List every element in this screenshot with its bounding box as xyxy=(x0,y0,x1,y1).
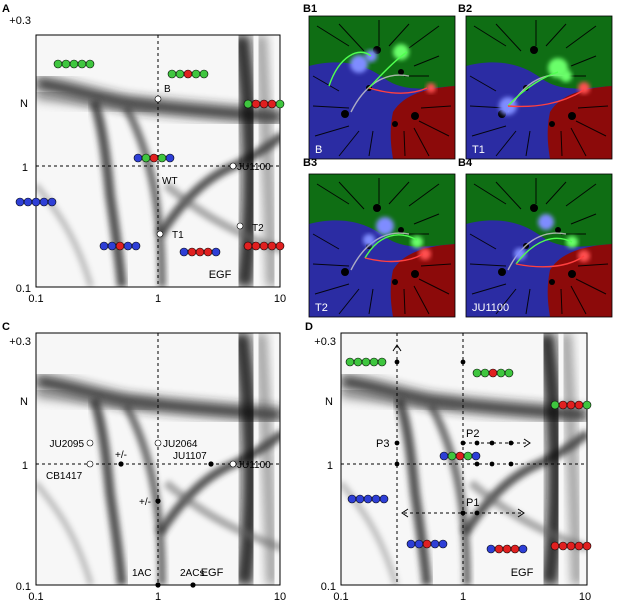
panel-b1-field: B xyxy=(308,15,456,160)
panel-c-label-pm2: +/- xyxy=(139,497,151,508)
panel-a-xlabel: EGF xyxy=(209,269,232,281)
d-fate-row-blue-red xyxy=(406,539,448,549)
panel-c-point-ju2064 xyxy=(154,439,162,447)
panel-d-label-p2: P2 xyxy=(466,428,479,440)
panel-a-point-b xyxy=(154,95,162,103)
panel-d-xtick-1: 1 xyxy=(460,591,466,603)
panel-d-letter: D xyxy=(305,321,313,333)
panel-c-label-1ac: 1AC xyxy=(132,568,151,579)
panel-b2-letter: B2 xyxy=(458,3,472,15)
panel-d-ytick-n: N xyxy=(325,396,333,408)
panel-b4-field: JU1100 xyxy=(465,173,613,318)
panel-b3-letter: B3 xyxy=(303,157,317,169)
fate-row-green xyxy=(53,59,95,69)
panel-a-label-t2: T2 xyxy=(252,223,264,234)
d-fate-row-blue xyxy=(347,494,389,504)
d-fate-row-green xyxy=(345,357,387,367)
panel-d-ytick-top: +0.3 xyxy=(314,336,336,348)
panel-a-ytick-n: N xyxy=(20,98,28,110)
fate-row-blue-red-2 xyxy=(179,247,221,257)
panel-c-ytick-bottom: 0.1 xyxy=(16,581,31,593)
panel-a-label-b: B xyxy=(164,84,171,95)
panel-d-path-p1 xyxy=(401,508,525,518)
panel-d-label-p3: P3 xyxy=(376,438,389,450)
fate-row-wt xyxy=(133,153,175,163)
panel-d: D +0.3 N 1 0.1 0.1 1 EGF 10 P3 P2 xyxy=(305,321,592,603)
panel-a: A +0.3 N 1 0.1 0.1 1 EGF 10 B WT JU1100 … xyxy=(2,3,286,305)
panel-b2-field: T1 xyxy=(465,15,613,160)
panel-b: B1 B2 B3 B4 B T1 xyxy=(303,3,613,318)
fate-row-green-red-right xyxy=(243,99,285,109)
panel-a-ytick-top: +0.3 xyxy=(9,15,31,27)
d-fate-row-red xyxy=(550,541,592,551)
panel-a-xtick-1: 1 xyxy=(155,293,161,305)
panel-b3-field: T2 xyxy=(308,173,456,318)
panel-c-point-1ac xyxy=(155,582,161,588)
panel-c-label-ju1100: JU1100 xyxy=(237,460,271,471)
panel-b3-corner-label: T2 xyxy=(315,302,328,314)
panel-c-label-ju2064: JU2064 xyxy=(163,439,198,450)
panel-d-xlabel: EGF xyxy=(511,567,534,579)
panel-c-point-ju1107 xyxy=(208,461,214,467)
panel-c-point-2acs xyxy=(190,582,196,588)
panel-d-label-p1: P1 xyxy=(466,497,479,509)
d-fate-row-wt xyxy=(439,451,481,461)
panel-b4-corner-label: JU1100 xyxy=(472,302,509,314)
panel-a-label-ju1100: JU1100 xyxy=(237,162,271,173)
panel-a-ytick-bottom: 0.1 xyxy=(16,283,31,295)
panel-a-xtick-10: 10 xyxy=(274,293,286,305)
panel-d-frame xyxy=(340,332,588,586)
panel-d-ytick-1: 1 xyxy=(327,460,333,472)
fate-row-green-red xyxy=(167,69,209,79)
panel-a-label-wt: WT xyxy=(162,176,178,187)
panel-c-landscape xyxy=(36,333,282,585)
panel-c-point-cb1417 xyxy=(86,460,94,468)
panel-d-xtick-01: 0.1 xyxy=(333,591,348,603)
panel-b1-letter: B1 xyxy=(303,3,317,15)
panel-b2-corner-label: T1 xyxy=(472,144,485,156)
panel-a-xtick-01: 0.1 xyxy=(28,293,43,305)
panel-c-ytick-n: N xyxy=(20,396,28,408)
panel-c-label-ju1107: JU1107 xyxy=(173,451,207,462)
panel-c-label-pm1: +/- xyxy=(115,450,127,461)
panel-d-landscape xyxy=(341,333,587,585)
panel-a-point-t2 xyxy=(236,222,244,230)
panel-c-point-pm2 xyxy=(155,498,161,504)
panel-c-xtick-1: 1 xyxy=(155,591,161,603)
panel-a-ytick-1: 1 xyxy=(22,162,28,174)
panel-c-label-2acs: 2ACs xyxy=(180,568,204,579)
panel-c-xtick-10: 10 xyxy=(274,591,286,603)
panel-d-xtick-10: 10 xyxy=(579,591,591,603)
panel-c-letter: C xyxy=(2,321,10,333)
panel-c-label-cb1417: CB1417 xyxy=(46,471,83,482)
d-fate-row-red-right xyxy=(550,400,592,410)
panel-c-xtick-01: 0.1 xyxy=(28,591,43,603)
fate-row-blue-red xyxy=(99,241,141,251)
d-fate-row-green-red xyxy=(472,368,514,378)
panel-a-point-ju1100 xyxy=(229,162,237,170)
panel-d-path-p3 xyxy=(392,344,402,467)
panel-a-letter: A xyxy=(2,3,10,15)
panel-c-point-ju1100 xyxy=(229,460,237,468)
d-fate-row-blue-red-2 xyxy=(486,544,528,554)
panel-d-fate-rows xyxy=(345,357,592,554)
fate-row-red xyxy=(243,241,285,251)
panel-a-label-t1: T1 xyxy=(172,230,184,241)
panel-d-path-p2 xyxy=(460,359,531,467)
fate-row-blue xyxy=(15,197,57,207)
panel-a-point-t1 xyxy=(156,230,164,238)
panel-c-point-ju2095 xyxy=(86,439,94,447)
panel-c-point-pm1 xyxy=(118,461,124,467)
panel-a-fate-rows xyxy=(15,59,285,257)
panel-b4-letter: B4 xyxy=(458,157,473,169)
panel-c-ytick-1: 1 xyxy=(22,460,28,472)
panel-b1-corner-label: B xyxy=(315,144,322,156)
panel-c-xlabel: EGF xyxy=(201,567,224,579)
panel-c: C +0.3 N 1 0.1 0.1 1 EGF 10 JU2095 CB141… xyxy=(2,321,286,603)
panel-d-ytick-bottom: 0.1 xyxy=(321,581,336,593)
panel-c-label-ju2095: JU2095 xyxy=(50,439,85,450)
panel-c-ytick-top: +0.3 xyxy=(9,336,31,348)
